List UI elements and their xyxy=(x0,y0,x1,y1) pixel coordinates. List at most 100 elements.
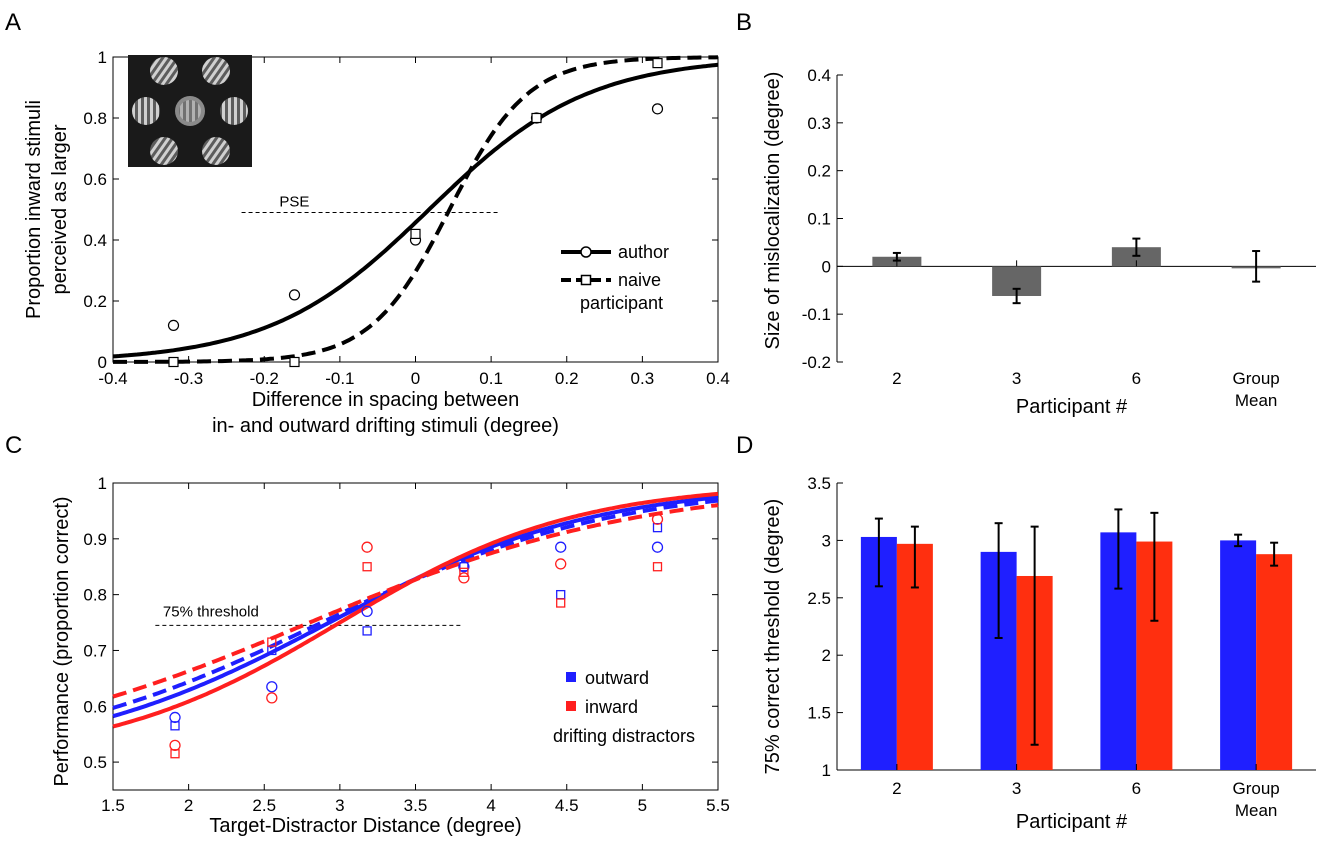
x-tick-label: 2.5 xyxy=(252,796,276,815)
inset-grating-disc xyxy=(132,97,160,125)
y-tick-label: 0.2 xyxy=(83,292,107,311)
y-tick-label: 0 xyxy=(822,257,831,276)
x-tick-label: 3.5 xyxy=(404,796,428,815)
data-point-inward-circle xyxy=(651,513,664,525)
data-point-inward-circle xyxy=(458,572,470,584)
data-point-inward-square xyxy=(556,598,566,608)
data-point-outward-circle xyxy=(555,541,567,553)
x-tick-label: 0.2 xyxy=(555,369,579,388)
x-tick-label: 3 xyxy=(335,796,344,815)
bar-outward xyxy=(1220,540,1257,770)
data-point-circle xyxy=(288,289,301,301)
x-tick-label: 3 xyxy=(1012,779,1021,798)
panel-c: C 1.5 2 2.5 3 3.5 4 4.5 5 5.5 0.5 0.6 0.7 0.8 0.9 1 Targ… xyxy=(5,432,730,837)
data-point-inward-circle xyxy=(361,541,373,553)
inset-grating-disc xyxy=(220,97,248,125)
panel-letter-c: C xyxy=(5,432,22,459)
y-tick-label: 1 xyxy=(822,761,831,780)
y-tick-label: 0.8 xyxy=(83,586,107,605)
data-point-inward-square xyxy=(459,567,469,577)
y-tick-label: 0.5 xyxy=(83,753,107,772)
x-tick-label: -0.2 xyxy=(250,369,279,388)
y-axis-label: Size of mislocalization (degree) xyxy=(762,72,784,350)
panel-letter-a: A xyxy=(5,9,21,36)
y-tick-label: 3 xyxy=(822,531,831,550)
fit-curve-outward-square xyxy=(112,498,719,710)
bar-inward xyxy=(1256,554,1293,770)
x-axis-label: in- and outward drifting stimuli (degree… xyxy=(212,415,559,437)
data-point-outward-circle xyxy=(266,681,278,693)
y-tick-label: 0.4 xyxy=(807,66,831,85)
panel-d: D 1 1.5 2 2.5 3 3.5 2 3 6 Group Mean Participant # 75… xyxy=(736,432,1316,833)
data-point-inward-square xyxy=(362,562,372,572)
data-point-circle xyxy=(651,103,664,115)
x-tick-label: Group xyxy=(1233,779,1280,798)
x-tick-label: Mean xyxy=(1235,801,1278,820)
x-tick-label: -0.3 xyxy=(174,369,203,388)
inset-grating-disc xyxy=(202,137,230,165)
y-tick-label: 1.5 xyxy=(807,704,831,723)
data-point-outward-square xyxy=(459,562,469,572)
data-point-square xyxy=(168,356,179,368)
y-axis-label: Proportion inward stimuli xyxy=(23,100,45,319)
x-tick-label: 4 xyxy=(486,796,495,815)
y-tick-label: -0.2 xyxy=(802,353,831,372)
legend-label: naive xyxy=(618,270,661,290)
x-tick-label: 5.5 xyxy=(706,796,730,815)
y-tick-label: -0.1 xyxy=(802,305,831,324)
y-tick-label: 0.8 xyxy=(83,109,107,128)
pse-label: PSE xyxy=(279,194,309,211)
x-tick-label: 1.5 xyxy=(101,796,125,815)
legend-swatch-outward xyxy=(566,672,576,682)
legend-marker-square xyxy=(580,274,592,286)
legend-label: participant xyxy=(580,293,663,313)
threshold-label: 75% threshold xyxy=(163,603,259,620)
fit-curve-circle xyxy=(112,62,719,359)
legend-swatch-inward xyxy=(566,701,576,711)
data-point-square xyxy=(410,228,421,239)
y-tick-label: 0.4 xyxy=(83,231,107,250)
x-tick-label: 2 xyxy=(892,369,901,388)
data-point-outward-circle xyxy=(361,605,373,618)
data-point-inward-square xyxy=(267,637,277,647)
x-axis-label: Participant # xyxy=(1016,396,1128,418)
legend-label: author xyxy=(618,242,669,262)
data-point-inward-square xyxy=(652,562,663,572)
data-point-outward-circle xyxy=(458,561,470,573)
data-point-outward-circle xyxy=(651,541,664,553)
fit-curve-square xyxy=(113,55,719,364)
legend-label: inward xyxy=(585,697,638,717)
y-axis-label: Performance (proportion correct) xyxy=(51,496,73,786)
y-tick-label: 0.6 xyxy=(83,697,107,716)
inset-grating-disc xyxy=(202,57,230,85)
panel-letter-b: B xyxy=(736,9,752,36)
x-tick-label: 2 xyxy=(184,796,193,815)
data-point-inward-circle xyxy=(266,692,278,704)
x-tick-label: 4.5 xyxy=(555,796,579,815)
legend-label: outward xyxy=(585,668,649,688)
y-tick-label: 1 xyxy=(98,48,107,67)
inset-grating-disc xyxy=(150,57,178,85)
panel-letter-d: D xyxy=(736,432,753,459)
data-point-square xyxy=(289,356,300,368)
x-tick-label: -0.4 xyxy=(98,369,127,388)
y-tick-label: 2 xyxy=(822,646,831,665)
data-point-outward-square xyxy=(556,589,566,600)
x-tick-label: Mean xyxy=(1235,391,1278,410)
x-tick-label: 0.4 xyxy=(706,369,730,388)
stimulus-inset xyxy=(128,55,252,167)
panel-a: A -0.4 -0.3 -0.2 -0.1 0 0.1 0.2 0.3 0.4 0 0.2 0.4 0.6… xyxy=(5,9,730,437)
data-point-outward-square xyxy=(362,626,372,636)
y-tick-label: 2.5 xyxy=(807,589,831,608)
x-tick-label: 0 xyxy=(411,369,420,388)
x-tick-label: 6 xyxy=(1132,779,1141,798)
legend-marker-circle xyxy=(580,246,592,258)
y-tick-label: 0.1 xyxy=(807,210,831,229)
data-point-square xyxy=(531,112,542,124)
x-tick-label: 3 xyxy=(1012,369,1021,388)
y-tick-label: 0.7 xyxy=(83,641,107,660)
y-tick-label: 0 xyxy=(98,353,107,372)
data-point-inward-square xyxy=(170,749,180,759)
data-point-circle xyxy=(167,319,180,331)
fit-curve-inward-square xyxy=(112,503,719,699)
